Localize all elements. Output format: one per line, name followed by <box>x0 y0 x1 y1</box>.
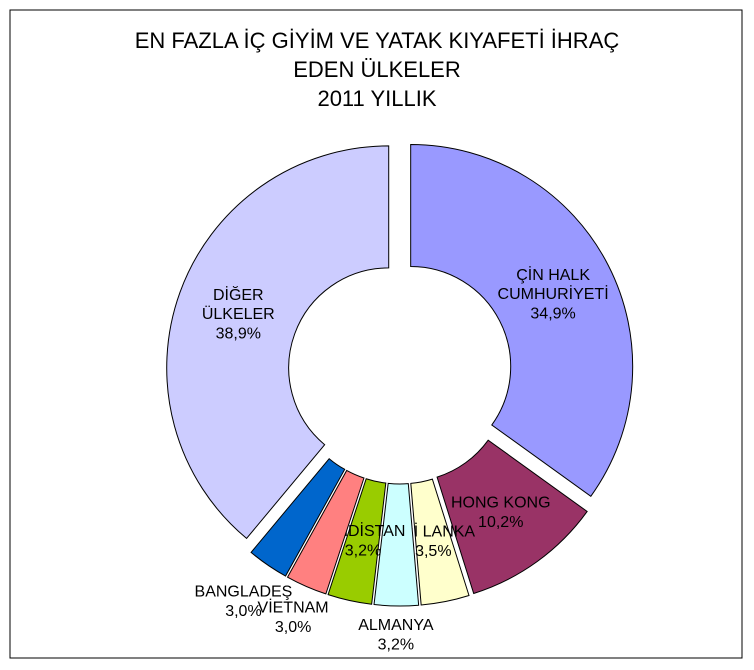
slice-value-label: 3,5% <box>415 543 451 560</box>
donut-slice <box>286 469 365 595</box>
donut-slice <box>373 482 420 607</box>
chart-title: EN FAZLA İÇ GİYİM VE YATAK KIYAFETİ İHRA… <box>135 28 620 111</box>
donut-slice <box>166 145 390 540</box>
slice-label: ÇİN HALK CUMHURİYETİ <box>498 265 609 303</box>
slice-value-label: 3,2% <box>378 636 414 653</box>
slice-value-label: 34,9% <box>530 306 575 323</box>
slice-value-label: 3,0% <box>225 603 261 620</box>
slice-label: DİĞER ÜLKELER <box>202 285 275 323</box>
slice-value-label: 38,9% <box>216 325 261 342</box>
slice-label: ALMANYA <box>358 617 434 634</box>
slice-label: BANGLADEŞ <box>195 584 293 601</box>
donut-slice <box>327 478 387 605</box>
slice-label: HONG KONG <box>451 494 551 511</box>
slice-value-label: 3,0% <box>275 619 311 636</box>
slice-value-label: 10,2% <box>478 514 523 531</box>
donut-slice <box>250 458 346 577</box>
donut-slice <box>410 144 634 497</box>
donut-slice <box>436 439 588 595</box>
slice-label: VİETNAM <box>258 598 329 617</box>
slice-value-label: 3,2% <box>345 542 381 559</box>
donut-slice <box>410 478 470 606</box>
